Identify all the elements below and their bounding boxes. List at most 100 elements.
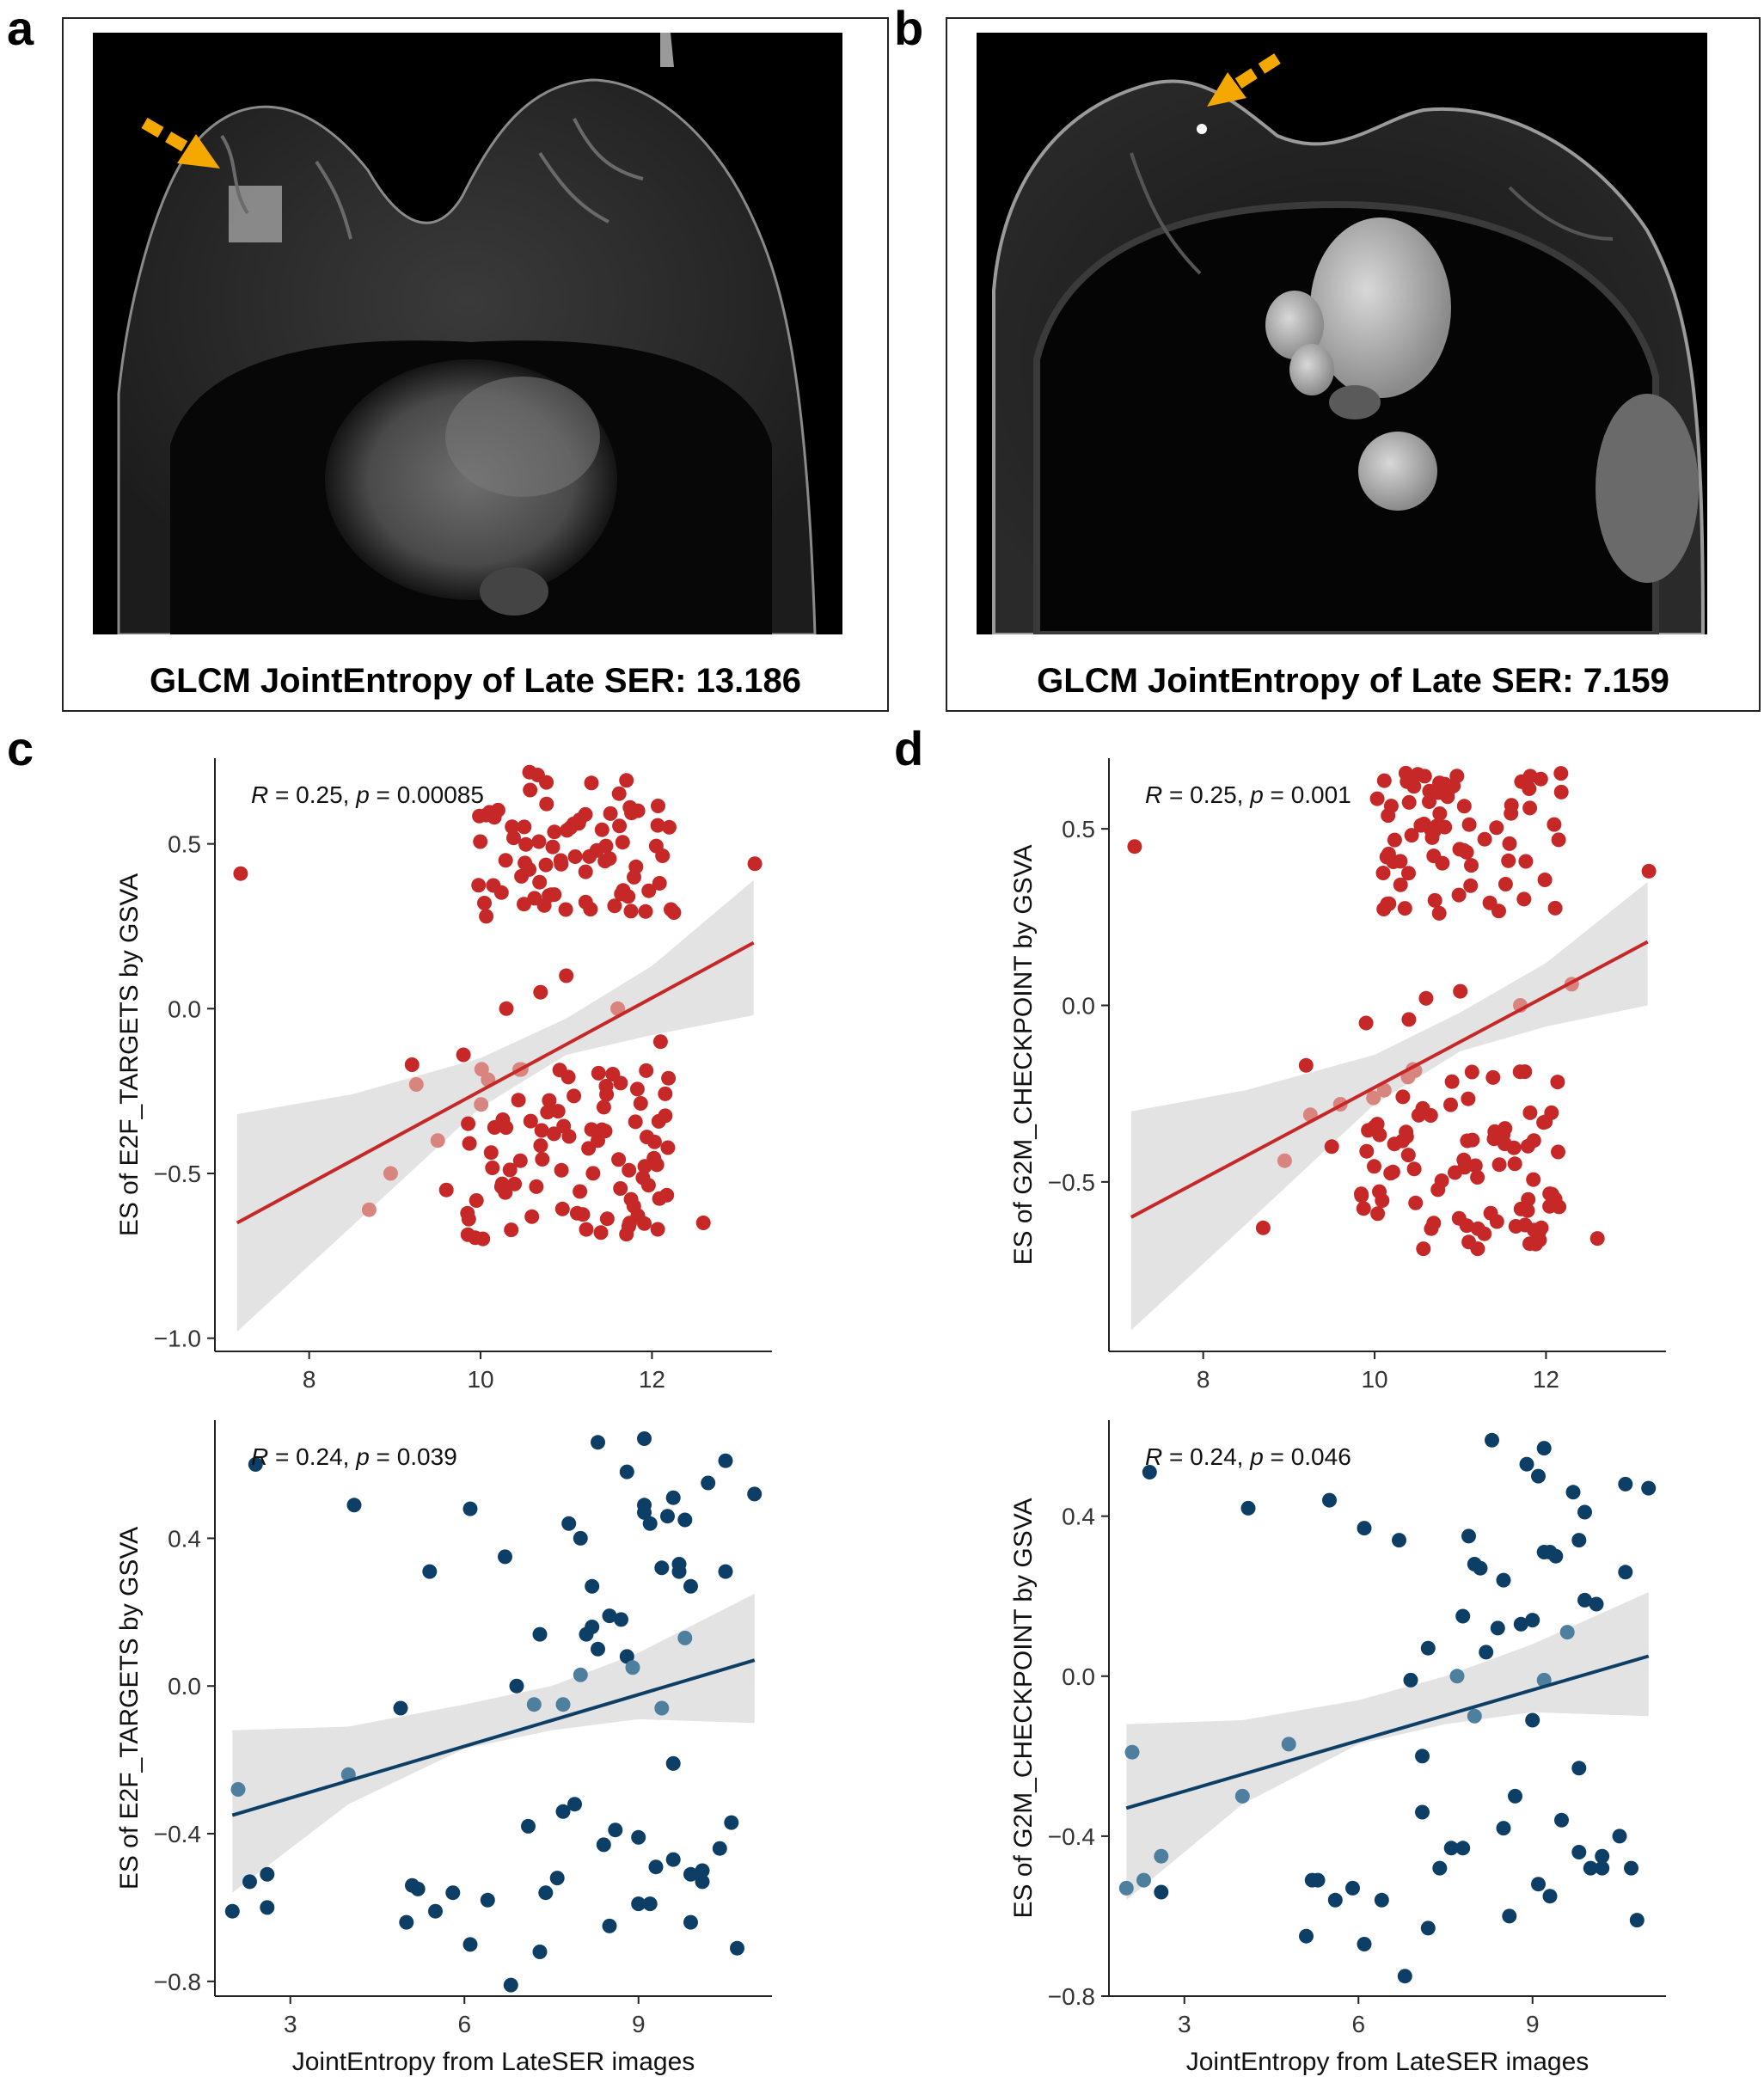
data-point — [650, 1222, 665, 1237]
data-point — [573, 1184, 588, 1199]
correlation-annotation: R = 0.25, p = 0.001 — [1145, 781, 1351, 808]
data-point — [1551, 1144, 1565, 1160]
data-point — [567, 849, 583, 864]
y-tick-label: −0.8 — [1048, 1983, 1095, 2010]
data-point — [593, 1225, 609, 1240]
data-point — [677, 1630, 693, 1645]
data-point — [665, 1755, 681, 1771]
data-point — [611, 1152, 627, 1167]
data-point — [615, 835, 630, 850]
data-point — [558, 902, 573, 917]
data-point — [1397, 1969, 1412, 1984]
data-point — [650, 818, 665, 833]
confidence-band — [1130, 881, 1648, 1331]
data-point — [1400, 1148, 1416, 1163]
data-point — [521, 1818, 536, 1834]
data-point — [1470, 1170, 1485, 1185]
data-point — [1432, 775, 1447, 791]
data-point — [642, 1896, 658, 1912]
data-point — [578, 894, 593, 910]
data-point — [1489, 1214, 1504, 1229]
scatter-plot-d-top: 0.5 0.0 −0.5 8 10 12 ES of G2M_CHECKPOINT by G… — [1009, 758, 1666, 1393]
data-point — [456, 1047, 471, 1063]
data-point — [461, 1211, 476, 1227]
data-point — [526, 1697, 542, 1712]
data-point — [695, 1216, 711, 1230]
data-point — [662, 819, 677, 835]
data-point — [1387, 832, 1402, 848]
data-point — [1422, 794, 1436, 809]
data-point — [718, 1453, 733, 1468]
mri-caption-b: GLCM JointEntropy of Late SER: 7.159 — [1037, 662, 1669, 700]
data-point — [559, 968, 574, 983]
data-point — [1526, 1172, 1541, 1187]
data-point — [499, 1001, 514, 1016]
data-point — [619, 1464, 634, 1479]
confidence-band — [232, 1593, 755, 1893]
data-point — [542, 888, 557, 904]
data-point — [660, 1509, 675, 1524]
data-point — [1571, 1845, 1587, 1859]
data-point — [1551, 832, 1566, 848]
data-point — [1383, 1166, 1399, 1181]
data-point — [1455, 1608, 1471, 1624]
data-point — [1518, 854, 1534, 869]
data-point — [1154, 1884, 1169, 1900]
data-point — [1473, 1560, 1488, 1576]
data-point — [1400, 774, 1415, 789]
data-point — [1234, 1788, 1250, 1804]
mri-panel-b: GLCM JointEntropy of Late SER: 7.159 — [946, 17, 1761, 712]
data-point — [611, 786, 627, 801]
data-point — [1435, 855, 1450, 871]
data-point — [1531, 1877, 1546, 1892]
data-point — [1641, 1480, 1657, 1496]
data-point — [523, 782, 538, 798]
data-point — [575, 1207, 591, 1222]
data-point — [695, 1874, 710, 1890]
data-point — [1477, 1226, 1492, 1241]
x-tick-label: 6 — [457, 2011, 471, 2037]
data-point — [1420, 1640, 1436, 1656]
data-point — [594, 822, 609, 837]
data-point — [665, 1852, 681, 1867]
data-point — [607, 898, 622, 914]
data-point — [642, 1516, 658, 1531]
data-point — [695, 1863, 710, 1878]
data-point — [507, 1176, 523, 1191]
data-point — [633, 1096, 648, 1111]
data-point — [602, 1918, 617, 1933]
data-point — [1456, 1152, 1472, 1167]
data-point — [1359, 1143, 1375, 1159]
data-point — [1595, 1848, 1610, 1864]
data-point — [502, 1162, 518, 1178]
data-point — [1413, 818, 1429, 833]
x-tick-label: 3 — [1178, 2011, 1191, 2037]
data-point — [596, 1100, 611, 1115]
data-point — [1299, 1928, 1314, 1944]
data-point — [1522, 1105, 1538, 1120]
data-point — [612, 818, 628, 834]
data-point — [1513, 1616, 1528, 1632]
data-point — [535, 1152, 550, 1167]
data-point — [1508, 1219, 1523, 1234]
data-point — [1629, 1913, 1645, 1928]
data-point — [1324, 1139, 1339, 1155]
data-point — [493, 885, 509, 900]
data-point — [1461, 817, 1477, 832]
x-tick-label: 6 — [1351, 2011, 1365, 2037]
data-point — [677, 1512, 693, 1528]
data-point — [503, 1977, 518, 1993]
scatter-plot-d-bottom: 0.4 0.0 −0.4 −0.8 3 6 9 ES of G2M_CHECKPOINT by… — [1009, 1420, 1666, 2076]
data-point — [648, 1859, 664, 1875]
data-point — [1486, 1131, 1502, 1147]
data-point — [1465, 1132, 1480, 1148]
data-point — [631, 1896, 646, 1912]
data-point — [554, 1201, 570, 1216]
data-point — [404, 1057, 420, 1072]
data-point — [540, 1105, 555, 1120]
data-point — [1401, 866, 1416, 881]
regression-line — [231, 1658, 756, 1817]
mri-caption-a: GLCM JointEntropy of Late SER: 13.186 — [150, 662, 801, 700]
data-point — [1550, 1075, 1565, 1090]
y-tick-label: −0.5 — [1048, 1169, 1095, 1196]
